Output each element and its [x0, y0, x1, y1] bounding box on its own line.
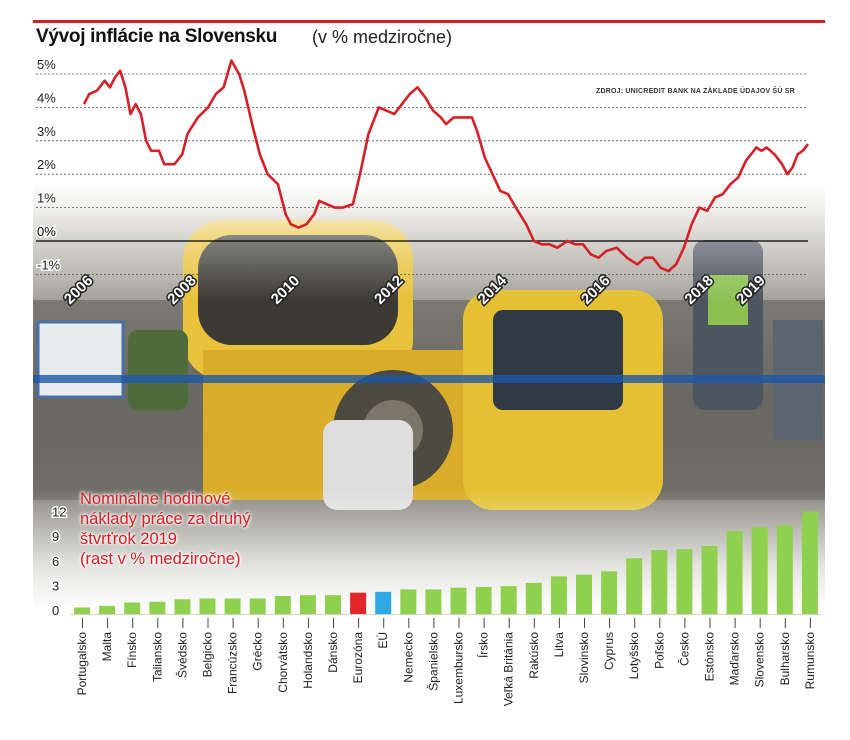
bar-chart-title-line-2: náklady práce za druhý	[80, 510, 251, 528]
bar-Rakúsko	[525, 582, 542, 614]
bar-chart-title-line-1: Nominálne hodinové	[80, 490, 231, 508]
bar-Luxembursko	[450, 587, 467, 614]
bar-category-labels: Portugalsko Malta Fínsko Taliansko Švédsko Be…	[75, 618, 817, 706]
category-label: Slovensko	[753, 632, 767, 688]
bar-Estónsko	[701, 545, 718, 614]
bar-y-tick-label: 6	[52, 554, 59, 569]
bar-Nemecko	[400, 589, 417, 614]
y-tick-label: 1%	[37, 191, 56, 206]
bar-chart-title: Nominálne hodinové náklady práce za druh…	[80, 489, 251, 569]
bar-Dánsko	[325, 595, 341, 614]
source-note: ZDROJ: UNICREDIT BANK NA ZÁKLADE ÚDAJOV …	[596, 88, 795, 95]
category-label: Malta	[100, 632, 114, 662]
category-label: Chorvátsko	[276, 632, 290, 693]
category-label: Fínsko	[125, 632, 139, 668]
bar-Slovensko	[751, 527, 768, 614]
bar-Veľká Británia	[500, 586, 517, 614]
bar-Rumunsko	[801, 511, 818, 614]
category-label: Grécko	[251, 632, 265, 671]
category-label: Francúzsko	[226, 632, 240, 694]
bar-Cyprus	[601, 571, 618, 614]
bar-Poľsko	[651, 550, 668, 614]
category-label: Rakúsko	[527, 632, 541, 679]
category-label: Írsko	[476, 632, 491, 658]
inflation-line	[82, 59, 810, 273]
category-label: Lotyšsko	[627, 632, 641, 680]
page-title: Vývoj inflácie na Slovensku	[36, 26, 278, 47]
bar-chart-title-line-4: (rast v % medziročne)	[80, 550, 241, 568]
category-label: Slovinsko	[577, 632, 591, 684]
category-label: Portugalsko	[75, 632, 89, 696]
bar-y-axis: 0 3 6 9 12	[51, 503, 68, 619]
year-label: 2012	[371, 272, 407, 308]
bar-Belgicko	[199, 598, 216, 614]
category-label: Luxembursko	[452, 632, 466, 704]
category-label: Maďarsko	[728, 632, 742, 686]
top-accent-rule	[33, 20, 825, 23]
category-label: EÚ	[375, 632, 390, 649]
category-label: Holandsko	[301, 632, 315, 689]
category-label: Belgicko	[201, 632, 215, 678]
bar-Litva	[550, 576, 567, 614]
y-tick-label: 0%	[37, 224, 56, 239]
category-label: Česko	[676, 632, 691, 666]
category-label: Veľká Británia	[502, 632, 516, 707]
bar-y-tick-label: 0	[52, 603, 59, 618]
category-label: Taliansko	[150, 632, 164, 682]
category-label: Cyprus	[602, 632, 616, 670]
bar-Grécko	[249, 598, 266, 614]
bar-Švédsko	[174, 599, 191, 614]
bar-y-tick-label: 3	[52, 578, 59, 593]
bar-Maďarsko	[726, 531, 743, 614]
category-label: Litva	[552, 632, 566, 658]
year-label: 2014	[475, 272, 511, 308]
bar-Holandsko	[299, 595, 316, 614]
bar-Írsko	[475, 586, 492, 614]
bar-Eurozóna	[350, 592, 367, 614]
category-label: Španielsko	[425, 632, 440, 691]
line-chart-gridlines: 5% 4% 3% 2% 1% 0% -1%	[36, 56, 808, 275]
bar-Portugalsko	[74, 607, 90, 614]
y-tick-label: 2%	[37, 157, 56, 172]
y-tick-label: 4%	[37, 90, 56, 105]
bar-Česko	[676, 549, 693, 614]
y-tick-label: -1%	[37, 257, 61, 272]
year-label: 2018	[681, 272, 717, 308]
bar-y-tick-label: 12	[52, 505, 66, 520]
category-label: Švédsko	[174, 632, 189, 678]
bar-Malta	[99, 605, 116, 614]
year-label: 2016	[578, 272, 614, 308]
category-label: Poľsko	[652, 632, 666, 669]
category-label: Estónsko	[703, 632, 717, 682]
y-tick-label: 3%	[37, 124, 56, 139]
year-label: 2006	[61, 272, 97, 308]
category-label: Rumunsko	[803, 632, 817, 690]
y-tick-label: 5%	[37, 57, 56, 72]
category-label: Eurozóna	[351, 632, 365, 684]
year-label: 2008	[164, 272, 200, 308]
bar-Slovinsko	[576, 574, 592, 614]
bar-y-tick-label: 9	[52, 529, 59, 544]
page-subtitle: (v % medziročne)	[312, 27, 453, 47]
bar-EÚ	[375, 591, 392, 614]
bar-Bulharsko	[776, 525, 793, 614]
bar-Lotyšsko	[626, 558, 643, 614]
bar-Taliansko	[149, 601, 166, 614]
factory-background-photo	[33, 180, 825, 610]
bar-chart-title-line-3: štvrťrok 2019	[80, 530, 177, 548]
year-labels: 2006 2008 2010 2012 2014 2016 2018 2019	[59, 270, 770, 309]
category-label: Nemecko	[401, 632, 415, 683]
bar-Francúzsko	[224, 598, 241, 614]
bar-Španielsko	[425, 589, 442, 614]
category-label: Dánsko	[326, 632, 340, 673]
year-label: 2019	[733, 272, 769, 308]
year-label: 2010	[268, 272, 304, 308]
bar-Fínsko	[124, 602, 141, 614]
bars	[74, 511, 818, 614]
category-label: Bulharsko	[778, 632, 792, 686]
bar-Chorvátsko	[274, 595, 291, 614]
